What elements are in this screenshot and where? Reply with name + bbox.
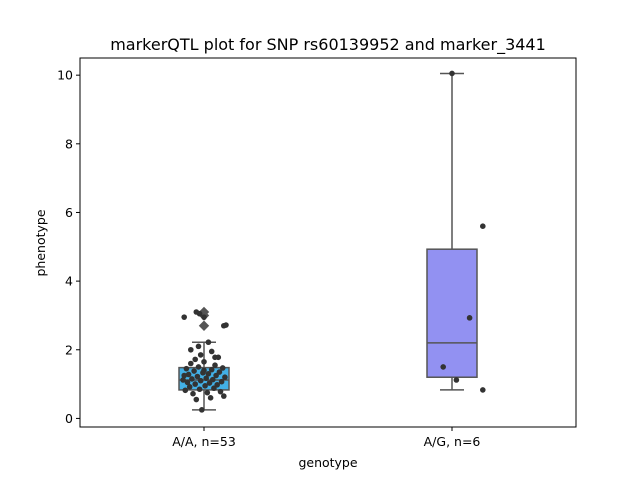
y-tick-label: 8: [65, 136, 73, 151]
data-point: [219, 365, 226, 371]
data-point: [453, 377, 460, 383]
y-tick-label: 10: [57, 68, 73, 83]
chart-title: markerQTL plot for SNP rs60139952 and ma…: [110, 35, 546, 55]
outlier-marker: [198, 320, 210, 331]
data-point: [440, 364, 447, 370]
y-axis: 0 2 4 6 8 10: [57, 68, 80, 426]
data-point: [216, 369, 223, 375]
data-point: [192, 381, 198, 387]
data-point: [217, 388, 224, 395]
data-point: [180, 377, 186, 383]
data-point: [222, 374, 228, 381]
data-point: [223, 322, 229, 328]
x-axis-label: genotype: [298, 455, 357, 470]
y-tick-label: 0: [65, 411, 73, 426]
data-point: [202, 383, 208, 389]
data-point: [195, 343, 202, 350]
x-tick-label: A/A, n=53: [172, 434, 236, 449]
box-group: [178, 306, 230, 411]
axes-frame: [79, 57, 577, 428]
data-point: [190, 390, 196, 397]
data-point: [204, 389, 211, 396]
data-point: [210, 376, 216, 383]
data-point: [197, 352, 204, 358]
data-point: [207, 395, 214, 401]
data-point: [466, 315, 473, 321]
data-point: [208, 348, 215, 355]
y-axis-label: phenotype: [33, 209, 48, 276]
data-point: [201, 367, 207, 374]
data-point: [199, 407, 205, 413]
data-point: [205, 370, 212, 377]
box-group: [426, 72, 478, 391]
y-tick-label: 2: [65, 342, 73, 357]
y-tick-label: 6: [65, 205, 73, 220]
data-point: [449, 70, 455, 77]
data-point: [192, 356, 198, 363]
y-tick-label: 4: [65, 274, 73, 289]
data-point: [181, 314, 187, 320]
x-tick-label: A/G, n=6: [424, 434, 481, 449]
data-point: [183, 365, 190, 372]
data-point: [194, 373, 201, 380]
data-point: [181, 372, 187, 379]
data-point: [188, 346, 194, 353]
data-point: [197, 377, 204, 384]
data-point: [184, 379, 191, 386]
data-point: [215, 354, 222, 361]
data-point: [480, 387, 486, 393]
data-point: [212, 362, 218, 369]
data-point: [218, 378, 225, 385]
data-point: [201, 314, 207, 320]
data-point: [191, 368, 197, 374]
data-point: [196, 386, 203, 393]
data-point: [185, 371, 192, 378]
data-point: [189, 376, 195, 382]
x-axis: A/A, n=53 A/G, n=6: [172, 427, 480, 449]
data-point: [205, 339, 212, 346]
data-point: [221, 393, 227, 399]
data-point: [182, 387, 189, 394]
data-point: [208, 366, 215, 373]
data-point: [186, 384, 193, 390]
data-point: [480, 223, 486, 229]
data-point: [188, 360, 194, 367]
plot-area: [178, 70, 486, 413]
data-point: [214, 381, 220, 388]
box-body: [426, 248, 478, 378]
data-point: [193, 396, 200, 403]
data-point: [195, 364, 202, 370]
data-point: [201, 358, 207, 365]
data-point: [193, 309, 200, 315]
data-point: [203, 375, 209, 382]
